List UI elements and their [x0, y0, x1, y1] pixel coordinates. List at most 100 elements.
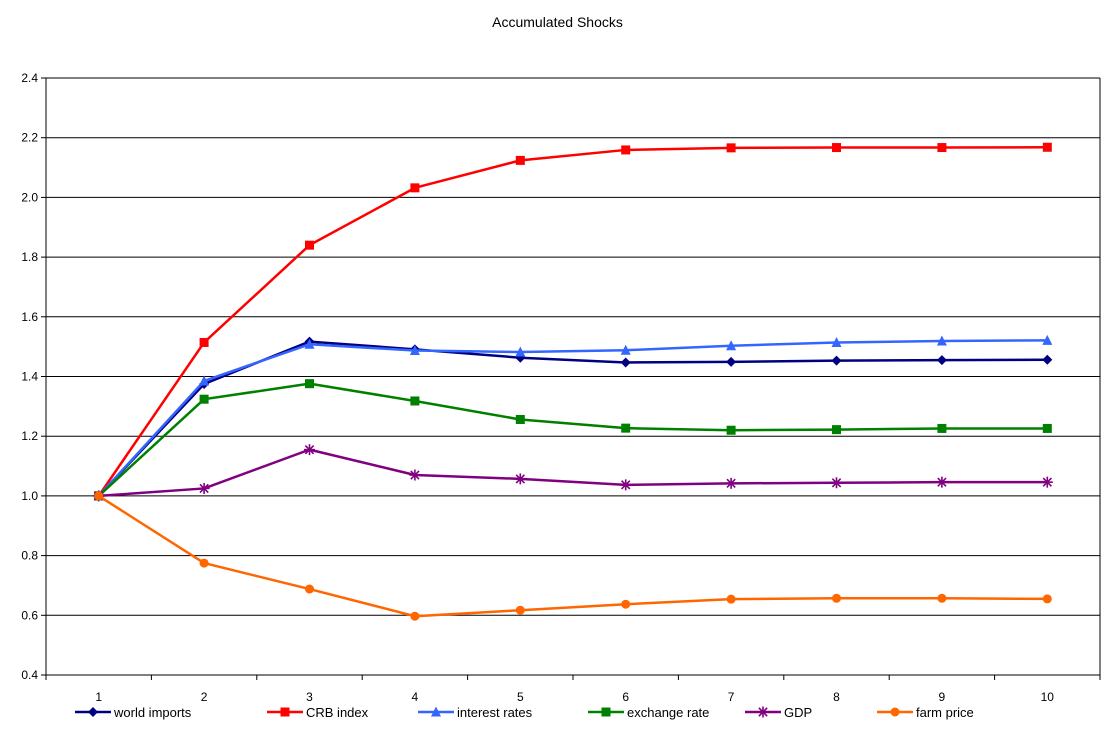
data-point [726, 425, 736, 435]
x-tick-label: 1 [95, 690, 102, 704]
y-tick-label: 0.8 [21, 549, 38, 563]
data-point [305, 584, 314, 594]
data-point [621, 599, 631, 609]
data-point [620, 357, 631, 368]
asterisk-stroke [621, 480, 631, 490]
asterisk-stroke [831, 478, 842, 488]
data-point [937, 593, 947, 603]
data-point [726, 143, 736, 153]
series-crb-index [94, 142, 1052, 501]
legend-item: world imports [75, 705, 192, 720]
data-point [304, 444, 315, 456]
data-point [515, 605, 525, 615]
data-point [831, 355, 842, 366]
chart-title: Accumulated Shocks [492, 14, 623, 30]
data-point [409, 345, 420, 356]
asterisk-stroke [515, 474, 525, 484]
legend-label: exchange rate [627, 705, 709, 720]
data-point [726, 594, 736, 604]
data-point [410, 183, 420, 193]
data-point [831, 477, 842, 489]
data-point [725, 477, 737, 489]
y-tick-label: 1.8 [21, 250, 38, 264]
y-tick-label: 2.4 [21, 71, 38, 85]
series-line [97, 146, 1048, 497]
data-point [409, 469, 421, 481]
x-tick-label: 10 [1041, 690, 1055, 704]
y-tick-label: 2.2 [21, 131, 38, 145]
data-point [199, 558, 209, 568]
legend-label: world imports [113, 705, 192, 720]
data-point [88, 707, 98, 717]
x-tick-label: 7 [728, 690, 735, 704]
data-point [1042, 354, 1053, 365]
data-point [936, 335, 947, 346]
legend-label: farm price [916, 705, 974, 720]
legend-item: GDP [745, 705, 812, 720]
data-point [410, 396, 420, 406]
data-point [515, 155, 525, 165]
legend-label: interest rates [457, 705, 533, 720]
data-point [831, 336, 842, 347]
legend-item: interest rates [418, 705, 533, 720]
series-gdp [93, 444, 1053, 502]
data-point [1042, 142, 1052, 152]
data-point [937, 143, 947, 153]
data-point [726, 340, 737, 351]
series-exchange-rate [94, 379, 1052, 501]
data-point [410, 611, 420, 621]
x-tick-label: 8 [833, 690, 840, 704]
legend-label: GDP [784, 705, 812, 720]
data-point [937, 423, 947, 433]
data-point [621, 145, 631, 155]
data-point [832, 143, 841, 153]
data-point [431, 706, 441, 717]
data-point [890, 707, 900, 717]
series-interest-rates [93, 334, 1053, 501]
legend-label: CRB index [306, 705, 369, 720]
asterisk-stroke [937, 477, 947, 487]
y-tick-label: 1.6 [21, 310, 38, 324]
series-farm-price [94, 491, 1052, 621]
data-point [304, 338, 315, 349]
legend-item: exchange rate [588, 705, 709, 720]
asterisk-stroke [726, 478, 736, 489]
data-point [199, 394, 209, 404]
data-point [1042, 594, 1052, 604]
legend-item: CRB index [267, 705, 369, 720]
data-point [515, 414, 525, 424]
data-point [620, 344, 631, 355]
asterisk-stroke [758, 707, 768, 717]
data-point [620, 479, 632, 491]
x-tick-label: 4 [412, 690, 419, 704]
data-point [621, 423, 631, 433]
data-point [1042, 334, 1053, 345]
data-point [936, 355, 947, 366]
data-point [305, 379, 314, 389]
asterisk-stroke [410, 470, 420, 480]
data-point [280, 707, 290, 717]
data-point [198, 482, 210, 494]
data-point [726, 356, 737, 367]
asterisk-stroke [1042, 477, 1052, 487]
data-point [832, 593, 841, 603]
asterisk-stroke [199, 483, 209, 494]
data-point [199, 337, 209, 347]
data-point [601, 707, 611, 717]
data-point [94, 491, 104, 501]
x-tick-label: 5 [517, 690, 524, 704]
y-tick-label: 1.2 [21, 429, 38, 443]
data-point [199, 375, 210, 386]
x-tick-label: 6 [622, 690, 629, 704]
data-point [936, 476, 948, 488]
data-point [514, 473, 526, 485]
data-point [832, 425, 841, 435]
series-line [97, 340, 1048, 497]
series-line [98, 448, 1048, 498]
series-line [97, 382, 1048, 497]
data-point [1042, 423, 1052, 433]
data-point [515, 346, 526, 357]
series-line [98, 494, 1048, 618]
